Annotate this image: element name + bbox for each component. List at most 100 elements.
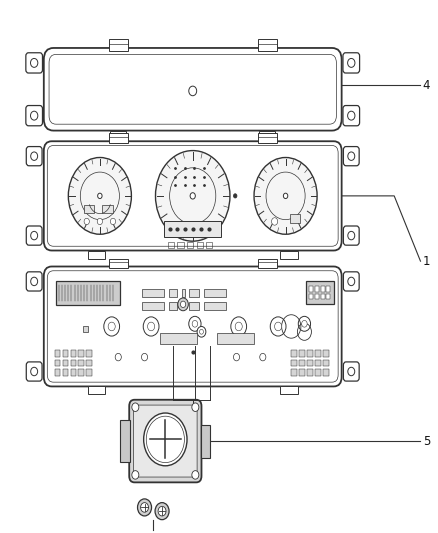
FancyBboxPatch shape [26,362,42,381]
Bar [307,369,313,376]
Bar [321,286,325,292]
Text: 5: 5 [423,434,430,448]
Circle shape [31,277,38,286]
Bar [187,241,193,248]
Bar [280,386,298,394]
Bar [197,241,203,248]
Bar [86,360,92,366]
Bar [309,294,313,299]
Bar [78,350,84,357]
Circle shape [189,86,197,96]
Bar [102,205,113,213]
Circle shape [270,317,286,336]
Circle shape [148,322,155,331]
Bar [169,302,177,310]
Bar [55,350,60,357]
Circle shape [141,503,148,512]
Circle shape [233,193,237,198]
Circle shape [260,353,266,361]
Circle shape [110,219,116,225]
Circle shape [155,150,230,241]
Bar [189,302,199,310]
FancyBboxPatch shape [44,141,342,251]
Bar [206,241,212,248]
Bar [160,333,197,344]
FancyBboxPatch shape [129,400,201,482]
Circle shape [348,152,355,160]
Bar [307,350,313,357]
Bar [326,286,330,292]
Circle shape [348,367,355,376]
Circle shape [197,326,206,337]
Bar [290,214,300,223]
Bar [71,350,76,357]
Bar [309,286,313,292]
Bar [307,360,313,366]
Circle shape [192,471,199,479]
FancyBboxPatch shape [134,405,197,477]
Bar [86,369,92,376]
Circle shape [155,503,169,520]
FancyBboxPatch shape [343,147,359,166]
Circle shape [144,413,187,466]
FancyBboxPatch shape [26,106,42,126]
Text: 3: 3 [189,415,196,427]
Bar [56,281,120,305]
Circle shape [298,316,311,331]
Bar [63,369,68,376]
Bar [78,360,84,366]
Bar [323,369,328,376]
Bar [78,369,84,376]
Bar [315,350,321,357]
Circle shape [283,193,288,199]
Circle shape [84,219,89,225]
Circle shape [31,152,38,160]
Bar [189,289,199,297]
Circle shape [180,301,186,308]
Bar [168,241,174,248]
Bar [71,369,76,376]
Text: 4: 4 [423,79,430,92]
FancyBboxPatch shape [343,362,359,381]
FancyBboxPatch shape [343,106,360,126]
FancyBboxPatch shape [44,266,342,386]
Bar [83,326,88,332]
Circle shape [348,59,355,67]
Circle shape [158,506,166,516]
Bar [315,286,319,292]
Bar [280,251,298,259]
FancyBboxPatch shape [343,272,359,291]
FancyBboxPatch shape [26,272,42,291]
Bar [291,360,297,366]
FancyBboxPatch shape [26,53,42,73]
Bar [55,369,60,376]
Bar [88,251,105,259]
Circle shape [348,231,355,240]
Bar [169,289,177,297]
Circle shape [138,499,152,516]
Bar [86,350,92,357]
Circle shape [192,403,199,411]
Circle shape [233,353,240,361]
Bar [217,333,254,344]
Bar [88,386,105,394]
Circle shape [31,59,38,67]
Bar [109,259,128,268]
Bar [84,205,94,213]
Bar [291,369,297,376]
Circle shape [231,317,247,336]
Circle shape [275,322,282,331]
Bar [110,131,126,140]
Bar [55,360,60,366]
Bar [323,350,328,357]
Bar [299,360,305,366]
Circle shape [192,320,198,327]
Bar [315,294,319,299]
Circle shape [31,231,38,240]
Bar [315,360,321,366]
Bar [142,289,164,297]
Bar [299,350,305,357]
Circle shape [115,353,121,361]
Circle shape [348,111,355,120]
Circle shape [302,320,307,327]
